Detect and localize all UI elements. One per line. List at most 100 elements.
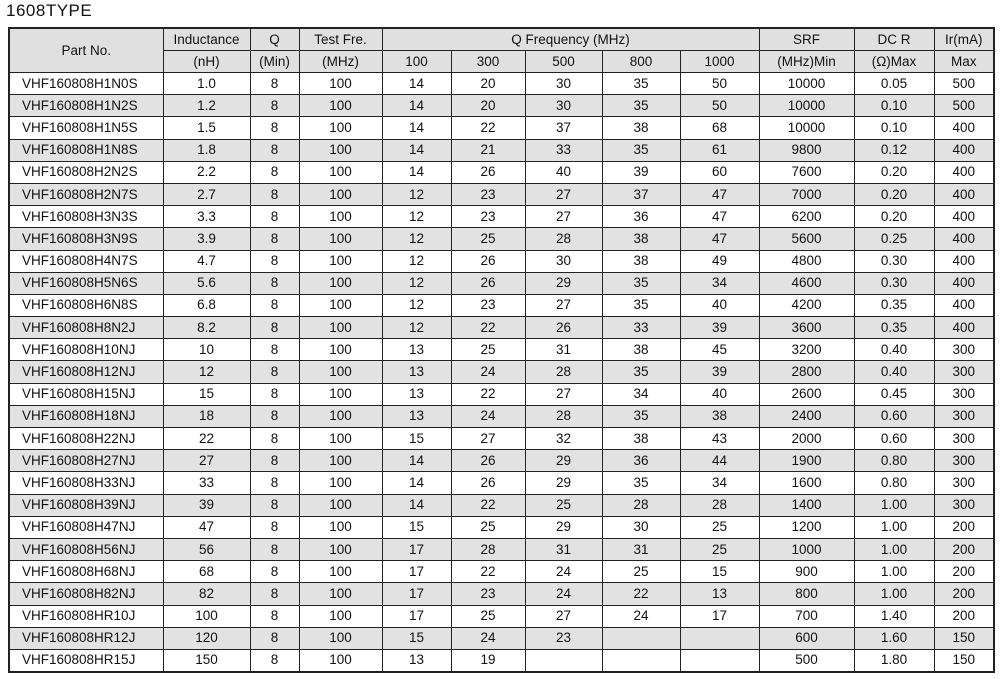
cell-q-300: 26 <box>450 160 526 184</box>
cell-dcr: 0.80 <box>853 449 935 473</box>
cell-inductance: 150 <box>162 648 251 673</box>
cell-test-freq: 100 <box>298 160 383 184</box>
cell-q-1000: 47 <box>679 182 760 207</box>
cell-ir: 200 <box>933 560 995 584</box>
table-row: VHF160808H2N7S 2.7 8 100 12 23 27 37 47 7000 0.20 4… <box>8 182 995 207</box>
cell-ir: 400 <box>933 249 995 273</box>
cell-q-300: 25 <box>450 604 526 628</box>
cell-ir: 300 <box>933 338 995 362</box>
cell-q-500: 24 <box>524 582 603 606</box>
cell-part-no: VHF160808H39NJ <box>8 493 164 517</box>
cell-q-100: 14 <box>381 138 452 162</box>
cell-q-100: 13 <box>381 404 452 429</box>
cell-q-min: 8 <box>249 360 300 384</box>
cell-q-min: 8 <box>249 426 300 451</box>
cell-test-freq: 100 <box>298 449 383 473</box>
header-inductance: Inductance <box>162 27 251 51</box>
cell-q-800: 36 <box>601 449 681 473</box>
cell-srf: 3200 <box>758 338 855 362</box>
table-row: VHF160808H2N2S 2.2 8 100 14 26 40 39 60 7600 0.20 4… <box>8 160 995 184</box>
cell-q-800: 35 <box>601 471 681 495</box>
cell-test-freq: 100 <box>298 582 383 606</box>
cell-q-min: 8 <box>249 449 300 473</box>
header-ir-unit: Max <box>933 50 995 73</box>
header-part-no: Part No. <box>8 27 164 73</box>
cell-q-100: 14 <box>381 116 452 140</box>
cell-inductance: 39 <box>162 493 251 517</box>
cell-part-no: VHF160808H56NJ <box>8 537 164 562</box>
cell-test-freq: 100 <box>298 426 383 451</box>
cell-q-min: 8 <box>249 560 300 584</box>
header-q-frequency: Q Frequency (MHz) <box>381 27 760 51</box>
cell-q-1000: 25 <box>679 515 760 539</box>
cell-part-no: VHF160808H27NJ <box>8 449 164 473</box>
cell-q-500: 29 <box>524 471 603 495</box>
cell-inductance: 120 <box>162 626 251 650</box>
cell-srf: 1400 <box>758 493 855 517</box>
cell-q-100: 13 <box>381 360 452 384</box>
cell-q-min: 8 <box>249 94 300 118</box>
cell-q-min: 8 <box>249 382 300 406</box>
cell-q-800: 35 <box>601 293 681 318</box>
cell-ir: 300 <box>933 382 995 406</box>
cell-q-min: 8 <box>249 471 300 495</box>
cell-q-min: 8 <box>249 338 300 362</box>
cell-part-no: VHF160808H1N5S <box>8 116 164 140</box>
cell-ir: 300 <box>933 426 995 451</box>
cell-q-800: 24 <box>601 604 681 628</box>
cell-q-500: 28 <box>524 360 603 384</box>
cell-q-300: 26 <box>450 249 526 273</box>
cell-dcr: 0.12 <box>853 138 935 162</box>
cell-q-300: 22 <box>450 316 526 340</box>
cell-inductance: 1.8 <box>162 138 251 162</box>
cell-q-100: 13 <box>381 382 452 406</box>
cell-q-300: 22 <box>450 560 526 584</box>
cell-q-100: 12 <box>381 205 452 229</box>
cell-q-500 <box>524 648 603 673</box>
table-row: VHF160808H82NJ 82 8 100 17 23 24 22 13 800 1.00 200 <box>8 582 995 606</box>
cell-test-freq: 100 <box>298 94 383 118</box>
cell-q-300: 23 <box>450 582 526 606</box>
cell-ir: 300 <box>933 404 995 429</box>
cell-q-500: 30 <box>524 249 603 273</box>
header-q-freq-1000: 1000 <box>679 50 760 73</box>
cell-q-1000: 47 <box>679 227 760 251</box>
cell-q-500: 31 <box>524 338 603 362</box>
cell-test-freq: 100 <box>298 604 383 628</box>
cell-q-100: 12 <box>381 316 452 340</box>
cell-q-min: 8 <box>249 182 300 207</box>
cell-srf: 900 <box>758 560 855 584</box>
cell-dcr: 1.40 <box>853 604 935 628</box>
table-row: VHF160808H27NJ 27 8 100 14 26 29 36 44 1900 0.80 30… <box>8 449 995 473</box>
cell-q-500: 27 <box>524 382 603 406</box>
cell-inductance: 1.0 <box>162 71 251 96</box>
cell-inductance: 47 <box>162 515 251 539</box>
table-row: VHF160808H22NJ 22 8 100 15 27 32 38 43 2000 0.60 30… <box>8 426 995 451</box>
cell-dcr: 1.80 <box>853 648 935 673</box>
cell-srf: 4200 <box>758 293 855 318</box>
header-inductance-unit: (nH) <box>162 50 251 73</box>
cell-q-800: 36 <box>601 205 681 229</box>
cell-srf: 10000 <box>758 94 855 118</box>
cell-dcr: 1.00 <box>853 515 935 539</box>
cell-q-1000: 39 <box>679 316 760 340</box>
cell-inductance: 56 <box>162 537 251 562</box>
cell-q-100: 14 <box>381 449 452 473</box>
cell-ir: 300 <box>933 449 995 473</box>
cell-test-freq: 100 <box>298 493 383 517</box>
cell-srf: 7000 <box>758 182 855 207</box>
cell-q-100: 15 <box>381 515 452 539</box>
cell-dcr: 1.00 <box>853 493 935 517</box>
cell-q-min: 8 <box>249 271 300 295</box>
header-q-freq-500: 500 <box>524 50 603 73</box>
cell-q-800: 25 <box>601 560 681 584</box>
inductor-spec-table: Part No. Inductance Q Test Fre. Q Freque… <box>8 27 995 674</box>
cell-q-100: 13 <box>381 648 452 673</box>
cell-part-no: VHF160808H18NJ <box>8 404 164 429</box>
cell-srf: 4600 <box>758 271 855 295</box>
cell-q-min: 8 <box>249 493 300 517</box>
cell-q-300: 23 <box>450 293 526 318</box>
cell-part-no: VHF160808H22NJ <box>8 426 164 451</box>
table-row: VHF160808H56NJ 56 8 100 17 28 31 31 25 1000 1.00 20… <box>8 537 995 562</box>
cell-q-min: 8 <box>249 316 300 340</box>
